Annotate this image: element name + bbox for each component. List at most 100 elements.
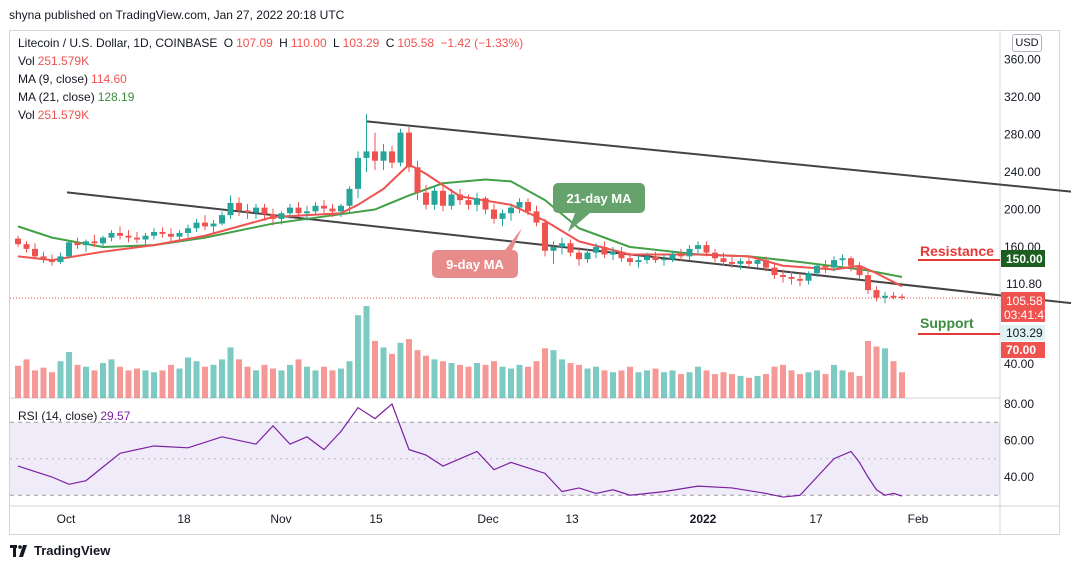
low-value: 103.29 xyxy=(342,36,380,50)
candle-body xyxy=(652,256,659,261)
volume-bar xyxy=(831,364,837,398)
candle-body xyxy=(431,190,438,205)
candle-body xyxy=(627,258,633,262)
high-price-tag: 110.80 xyxy=(1001,275,1045,292)
rsi-label: RSI (14, close) xyxy=(18,409,98,423)
volume-bar xyxy=(635,372,642,398)
volume-bar xyxy=(389,353,395,398)
candle-body xyxy=(168,233,174,237)
volume-bar xyxy=(610,372,616,398)
candle-body xyxy=(848,258,854,266)
candle-body xyxy=(397,132,404,163)
vol2-value: 251.579K xyxy=(37,108,90,122)
volume-bar xyxy=(712,374,718,398)
volume-bar xyxy=(618,370,625,398)
support-price-tag-text: 70.00 xyxy=(1006,343,1036,357)
volume-bar xyxy=(40,367,47,398)
candle-body xyxy=(729,262,735,264)
candle-body xyxy=(244,210,251,213)
ma9-callout-text: 9-day MA xyxy=(446,257,504,272)
volume-bar xyxy=(805,372,812,398)
rsi-legend: RSI (14, close) 29.57 xyxy=(18,409,133,423)
candle-body xyxy=(125,235,132,238)
ma21-label: MA (21, close) xyxy=(18,90,95,104)
time-tick-label: 18 xyxy=(177,512,191,526)
currency-button[interactable]: USD xyxy=(1012,34,1042,52)
candle-body xyxy=(644,256,650,261)
candle-body xyxy=(278,213,285,219)
volume-bar xyxy=(100,363,106,398)
candle-body xyxy=(321,205,327,209)
candle-body xyxy=(831,260,837,268)
volume-bar xyxy=(848,372,854,398)
low-price-tag: 103.29 xyxy=(1001,325,1045,341)
rsi-tick-label: 80.00 xyxy=(1004,397,1034,411)
lower-channel-line xyxy=(66,191,1071,305)
candle-body xyxy=(83,241,89,246)
resistance-price-tag: 150.00 xyxy=(1001,250,1045,267)
candle-body xyxy=(329,208,336,212)
high-label: H xyxy=(279,36,288,50)
candle-body xyxy=(491,209,497,219)
candle-body xyxy=(15,238,21,245)
candle-body xyxy=(499,213,506,219)
ma21-callout-pointer xyxy=(568,213,590,232)
volume-bar xyxy=(295,359,302,398)
rsi-line xyxy=(17,402,903,498)
candle-body xyxy=(882,295,888,298)
volume-bar xyxy=(32,370,38,398)
volume-bar xyxy=(814,370,820,398)
candle-body xyxy=(91,241,98,244)
volume-bar xyxy=(346,361,353,398)
candle-body xyxy=(746,261,752,264)
candle-body xyxy=(134,237,140,240)
candle-body xyxy=(601,247,608,255)
volume-bar xyxy=(142,370,149,398)
candle-body xyxy=(754,260,761,264)
change-value: −1.42 (−1.33%) xyxy=(440,36,524,50)
candle-body xyxy=(108,232,115,238)
rsi-value: 29.57 xyxy=(100,409,131,423)
volume-bar xyxy=(236,359,242,398)
volume-bar xyxy=(83,366,89,398)
rsi-tick-label: 60.00 xyxy=(1004,434,1034,448)
ma21-callout: 21-day MA xyxy=(553,183,645,232)
ma21-legend: MA (21, close) 128.19 xyxy=(18,90,137,104)
ma9-callout-box xyxy=(432,250,518,278)
volume-bar xyxy=(482,364,489,398)
candle-body xyxy=(363,151,370,158)
candle-body xyxy=(57,256,64,262)
footer-text: TradingView xyxy=(34,543,111,558)
volume-bar xyxy=(338,368,344,398)
volume-bar xyxy=(414,350,421,398)
candle-body xyxy=(270,214,276,219)
candle-body xyxy=(287,207,293,214)
volume-bar xyxy=(312,370,319,398)
volume-bar xyxy=(253,370,259,398)
volume-bar xyxy=(431,359,438,398)
volume-bar xyxy=(185,357,191,398)
volume-bar xyxy=(601,370,608,398)
candle-body xyxy=(712,252,718,259)
candle-body xyxy=(202,222,208,227)
last-price-tag xyxy=(1001,292,1045,322)
volume-bar xyxy=(176,368,183,398)
time-tick-label: Feb xyxy=(908,512,929,526)
volume-bar xyxy=(304,366,310,398)
chart-frame xyxy=(9,30,1060,535)
candle-body xyxy=(312,205,319,212)
volume-bar xyxy=(720,372,727,398)
candle-body xyxy=(423,192,429,205)
candle-body xyxy=(814,265,820,274)
candle-body xyxy=(533,211,540,223)
candle-body xyxy=(865,275,871,291)
volume-bar xyxy=(491,361,497,398)
vol-value: 251.579K xyxy=(37,54,90,68)
ma21-value: 128.19 xyxy=(97,90,135,104)
price-tick-label: 240.00 xyxy=(1004,165,1041,179)
volume-bar xyxy=(151,372,157,398)
volume-bar xyxy=(899,372,905,398)
ma9-value: 114.60 xyxy=(91,72,127,86)
volume-bar xyxy=(329,370,336,398)
